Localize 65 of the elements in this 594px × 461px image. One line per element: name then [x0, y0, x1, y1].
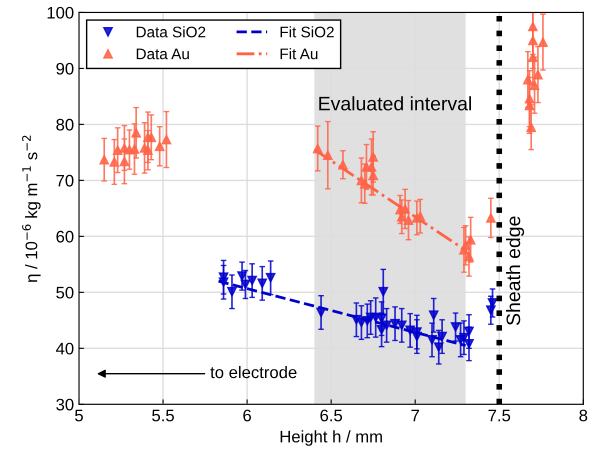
- ref-line-label: Sheath edge: [506, 216, 524, 326]
- point: [405, 326, 416, 336]
- legend-label: Fit SiO2: [280, 26, 334, 38]
- x-tick-label: 6.5: [320, 410, 342, 422]
- legend-label: Data SiO2: [136, 26, 206, 38]
- point: [486, 213, 496, 223]
- point: [99, 154, 110, 165]
- point: [460, 240, 470, 250]
- y-tick-label: 50: [56, 286, 74, 299]
- point: [131, 128, 142, 138]
- y-tick-label: 30: [56, 398, 74, 410]
- point: [538, 37, 548, 47]
- y-tick-label: 70: [56, 174, 74, 187]
- point: [428, 310, 439, 320]
- x-tick-label: 5: [75, 410, 83, 422]
- point: [247, 276, 258, 286]
- point: [488, 298, 498, 308]
- point: [338, 160, 348, 170]
- point: [368, 170, 378, 180]
- point: [404, 215, 414, 225]
- x-tick-label: 6: [243, 410, 252, 422]
- y-tick-label: 40: [56, 342, 74, 355]
- point: [459, 332, 469, 343]
- point: [266, 272, 276, 283]
- y-tick-label: 100: [48, 6, 74, 19]
- point: [486, 305, 496, 316]
- point: [412, 327, 422, 337]
- x-tick-label: 7: [411, 410, 420, 422]
- band-label: Evaluated interval: [319, 96, 471, 110]
- point: [112, 145, 123, 156]
- x-axis-title: Height h / mm: [280, 430, 382, 446]
- point: [382, 320, 392, 330]
- point: [257, 278, 268, 288]
- point: [415, 211, 426, 222]
- point: [143, 145, 153, 156]
- point: [130, 144, 140, 154]
- point: [378, 286, 388, 297]
- point: [356, 318, 366, 328]
- legend-label: Data Au: [136, 48, 189, 60]
- point: [366, 162, 376, 172]
- point: [227, 286, 237, 297]
- y-axis-title: η / 10$^{−6}$ kg m$^{−1}$ s$^{−2}$: [22, 136, 41, 282]
- y-tick-label: 90: [56, 62, 74, 75]
- point: [322, 150, 333, 160]
- point: [450, 322, 460, 332]
- point: [154, 141, 165, 152]
- y-tick-label: 60: [56, 230, 74, 243]
- legend-label: Fit Au: [280, 48, 318, 60]
- point: [316, 308, 326, 318]
- y-tick-label: 80: [56, 118, 74, 131]
- x-tick-label: 8: [579, 410, 588, 422]
- x-tick-label: 5.5: [152, 410, 174, 422]
- point: [120, 156, 130, 166]
- point: [312, 144, 323, 154]
- annotation: to electrode: [210, 366, 296, 378]
- point: [146, 132, 156, 142]
- point: [533, 70, 543, 80]
- point: [109, 157, 120, 167]
- point: [390, 318, 400, 329]
- x-tick-label: 7.5: [488, 410, 510, 422]
- point: [396, 320, 407, 330]
- point: [528, 36, 538, 46]
- point: [162, 134, 172, 144]
- point: [218, 277, 228, 288]
- point: [427, 335, 437, 345]
